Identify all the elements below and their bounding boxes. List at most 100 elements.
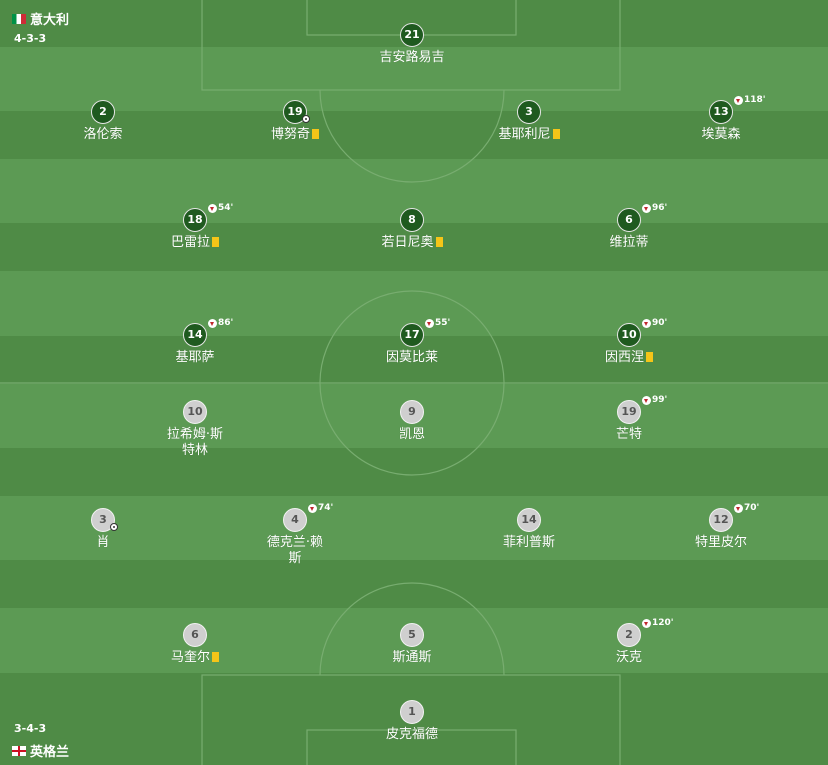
away-player[interactable]: 10 拉希姆·斯特林 xyxy=(162,400,228,459)
player-name-row: 皮克福德 xyxy=(352,727,472,743)
substitution-minute: 90' xyxy=(652,318,668,328)
player-number: 18 xyxy=(187,213,203,226)
away-player[interactable]: 6 马奎尔 xyxy=(135,623,255,666)
away-player[interactable]: 5 斯通斯 xyxy=(352,623,472,666)
player-name-row: 肖 xyxy=(43,535,163,551)
away-player[interactable]: 9 凯恩 xyxy=(352,400,472,443)
sub-out-arrow-icon xyxy=(208,203,217,213)
player-name-row: 特里皮尔 xyxy=(661,535,781,551)
player-number-badge: 12 70' xyxy=(709,503,759,532)
player-name: 马奎尔 xyxy=(170,650,210,665)
top-penalty-box xyxy=(201,0,621,91)
substitution-minute: 74' xyxy=(318,503,334,513)
away-player[interactable]: 19 99' 芒特 xyxy=(569,395,689,443)
player-number: 19 xyxy=(287,105,303,118)
pitch-stripe xyxy=(0,448,828,496)
player-name-row: 拉希姆·斯特林 xyxy=(162,427,228,459)
goal-ball-icon xyxy=(302,115,310,123)
player-name: 吉安路易吉 xyxy=(379,50,445,65)
player-name: 维拉蒂 xyxy=(609,235,649,250)
substitution-minute: 70' xyxy=(744,503,760,513)
home-player[interactable]: 6 96' 维拉蒂 xyxy=(569,203,689,251)
pitch-stripe xyxy=(0,111,828,159)
player-name: 菲利普斯 xyxy=(502,535,555,550)
player-number: 13 xyxy=(713,105,729,118)
substitution-minute: 120' xyxy=(652,618,674,628)
player-number: 10 xyxy=(187,405,203,418)
player-name: 埃莫森 xyxy=(701,127,741,142)
away-player[interactable]: 4 74' 德克兰·赖斯 xyxy=(262,503,333,567)
player-number-badge: 5 xyxy=(400,623,424,647)
player-number-badge: 19 xyxy=(283,100,310,124)
player-name-row: 因莫比莱 xyxy=(352,350,472,366)
home-team-label: 意大利 xyxy=(12,9,69,28)
player-number: 4 xyxy=(291,513,299,526)
substitution-indicator: 70' xyxy=(734,503,759,513)
away-player[interactable]: 12 70' 特里皮尔 xyxy=(661,503,781,551)
player-name: 芒特 xyxy=(615,427,642,442)
away-player[interactable]: 2 120' 沃克 xyxy=(569,618,689,666)
player-name-row: 凯恩 xyxy=(352,427,472,443)
sub-out-arrow-icon xyxy=(642,318,651,328)
away-player[interactable]: 14 菲利普斯 xyxy=(469,508,589,551)
player-name: 因西涅 xyxy=(604,350,644,365)
player-number-badge: 17 55' xyxy=(400,318,450,347)
home-player[interactable]: 8 若日尼奥 xyxy=(352,208,472,251)
player-number-badge: 6 xyxy=(183,623,207,647)
player-name: 博努奇 xyxy=(270,127,310,142)
player-number-badge: 3 xyxy=(91,508,118,532)
yellow-card-icon xyxy=(552,129,560,139)
player-number-badge: 9 xyxy=(400,400,424,424)
player-number: 8 xyxy=(408,213,416,226)
substitution-minute: 99' xyxy=(652,395,668,405)
substitution-indicator: 120' xyxy=(642,618,674,628)
player-number: 14 xyxy=(187,328,203,341)
home-player[interactable]: 13 118' 埃莫森 xyxy=(661,95,781,143)
player-number-badge: 18 54' xyxy=(183,203,233,232)
player-number: 21 xyxy=(404,28,420,41)
player-name: 肖 xyxy=(96,535,110,550)
home-player[interactable]: 21 吉安路易吉 xyxy=(352,23,472,66)
pitch-stripe xyxy=(0,496,828,560)
substitution-minute: 96' xyxy=(652,203,668,213)
home-player[interactable]: 10 90' 因西涅 xyxy=(569,318,689,366)
player-name: 洛伦索 xyxy=(83,127,123,142)
player-name-row: 洛伦索 xyxy=(43,127,163,143)
substitution-indicator: 99' xyxy=(642,395,667,405)
player-name: 凯恩 xyxy=(398,427,425,442)
player-name-row: 因西涅 xyxy=(569,350,689,366)
sub-out-arrow-icon xyxy=(734,503,743,513)
substitution-indicator: 118' xyxy=(734,95,766,105)
player-name-row: 吉安路易吉 xyxy=(352,50,472,66)
home-formation: 4-3-3 xyxy=(14,32,47,45)
home-player[interactable]: 17 55' 因莫比莱 xyxy=(352,318,472,366)
player-name-row: 芒特 xyxy=(569,427,689,443)
away-player[interactable]: 1 皮克福德 xyxy=(352,700,472,743)
player-number-badge: 14 xyxy=(517,508,541,532)
home-player[interactable]: 18 54' 巴雷拉 xyxy=(135,203,255,251)
home-player[interactable]: 19 博努奇 xyxy=(235,100,355,143)
player-name-row: 基耶萨 xyxy=(135,350,255,366)
player-number-badge: 4 74' xyxy=(283,503,333,532)
away-team-label: 英格兰 xyxy=(12,741,69,760)
player-name-row: 菲利普斯 xyxy=(469,535,589,551)
substitution-indicator: 54' xyxy=(208,203,233,213)
bottom-goal-box xyxy=(306,729,517,765)
substitution-minute: 86' xyxy=(218,318,234,328)
player-name-row: 巴雷拉 xyxy=(135,235,255,251)
player-name: 皮克福德 xyxy=(385,727,438,742)
home-player[interactable]: 3 基耶利尼 xyxy=(469,100,589,143)
player-number: 12 xyxy=(713,513,729,526)
sub-out-arrow-icon xyxy=(425,318,434,328)
pitch-stripe xyxy=(0,47,828,111)
england-flag-icon xyxy=(12,745,26,756)
player-name: 沃克 xyxy=(615,650,642,665)
home-player[interactable]: 2 洛伦索 xyxy=(43,100,163,143)
substitution-minute: 118' xyxy=(744,95,766,105)
bottom-penalty-arc xyxy=(319,582,505,676)
home-player[interactable]: 14 86' 基耶萨 xyxy=(135,318,255,366)
player-name: 特里皮尔 xyxy=(694,535,747,550)
substitution-minute: 54' xyxy=(218,203,234,213)
player-name: 基耶萨 xyxy=(175,350,215,365)
